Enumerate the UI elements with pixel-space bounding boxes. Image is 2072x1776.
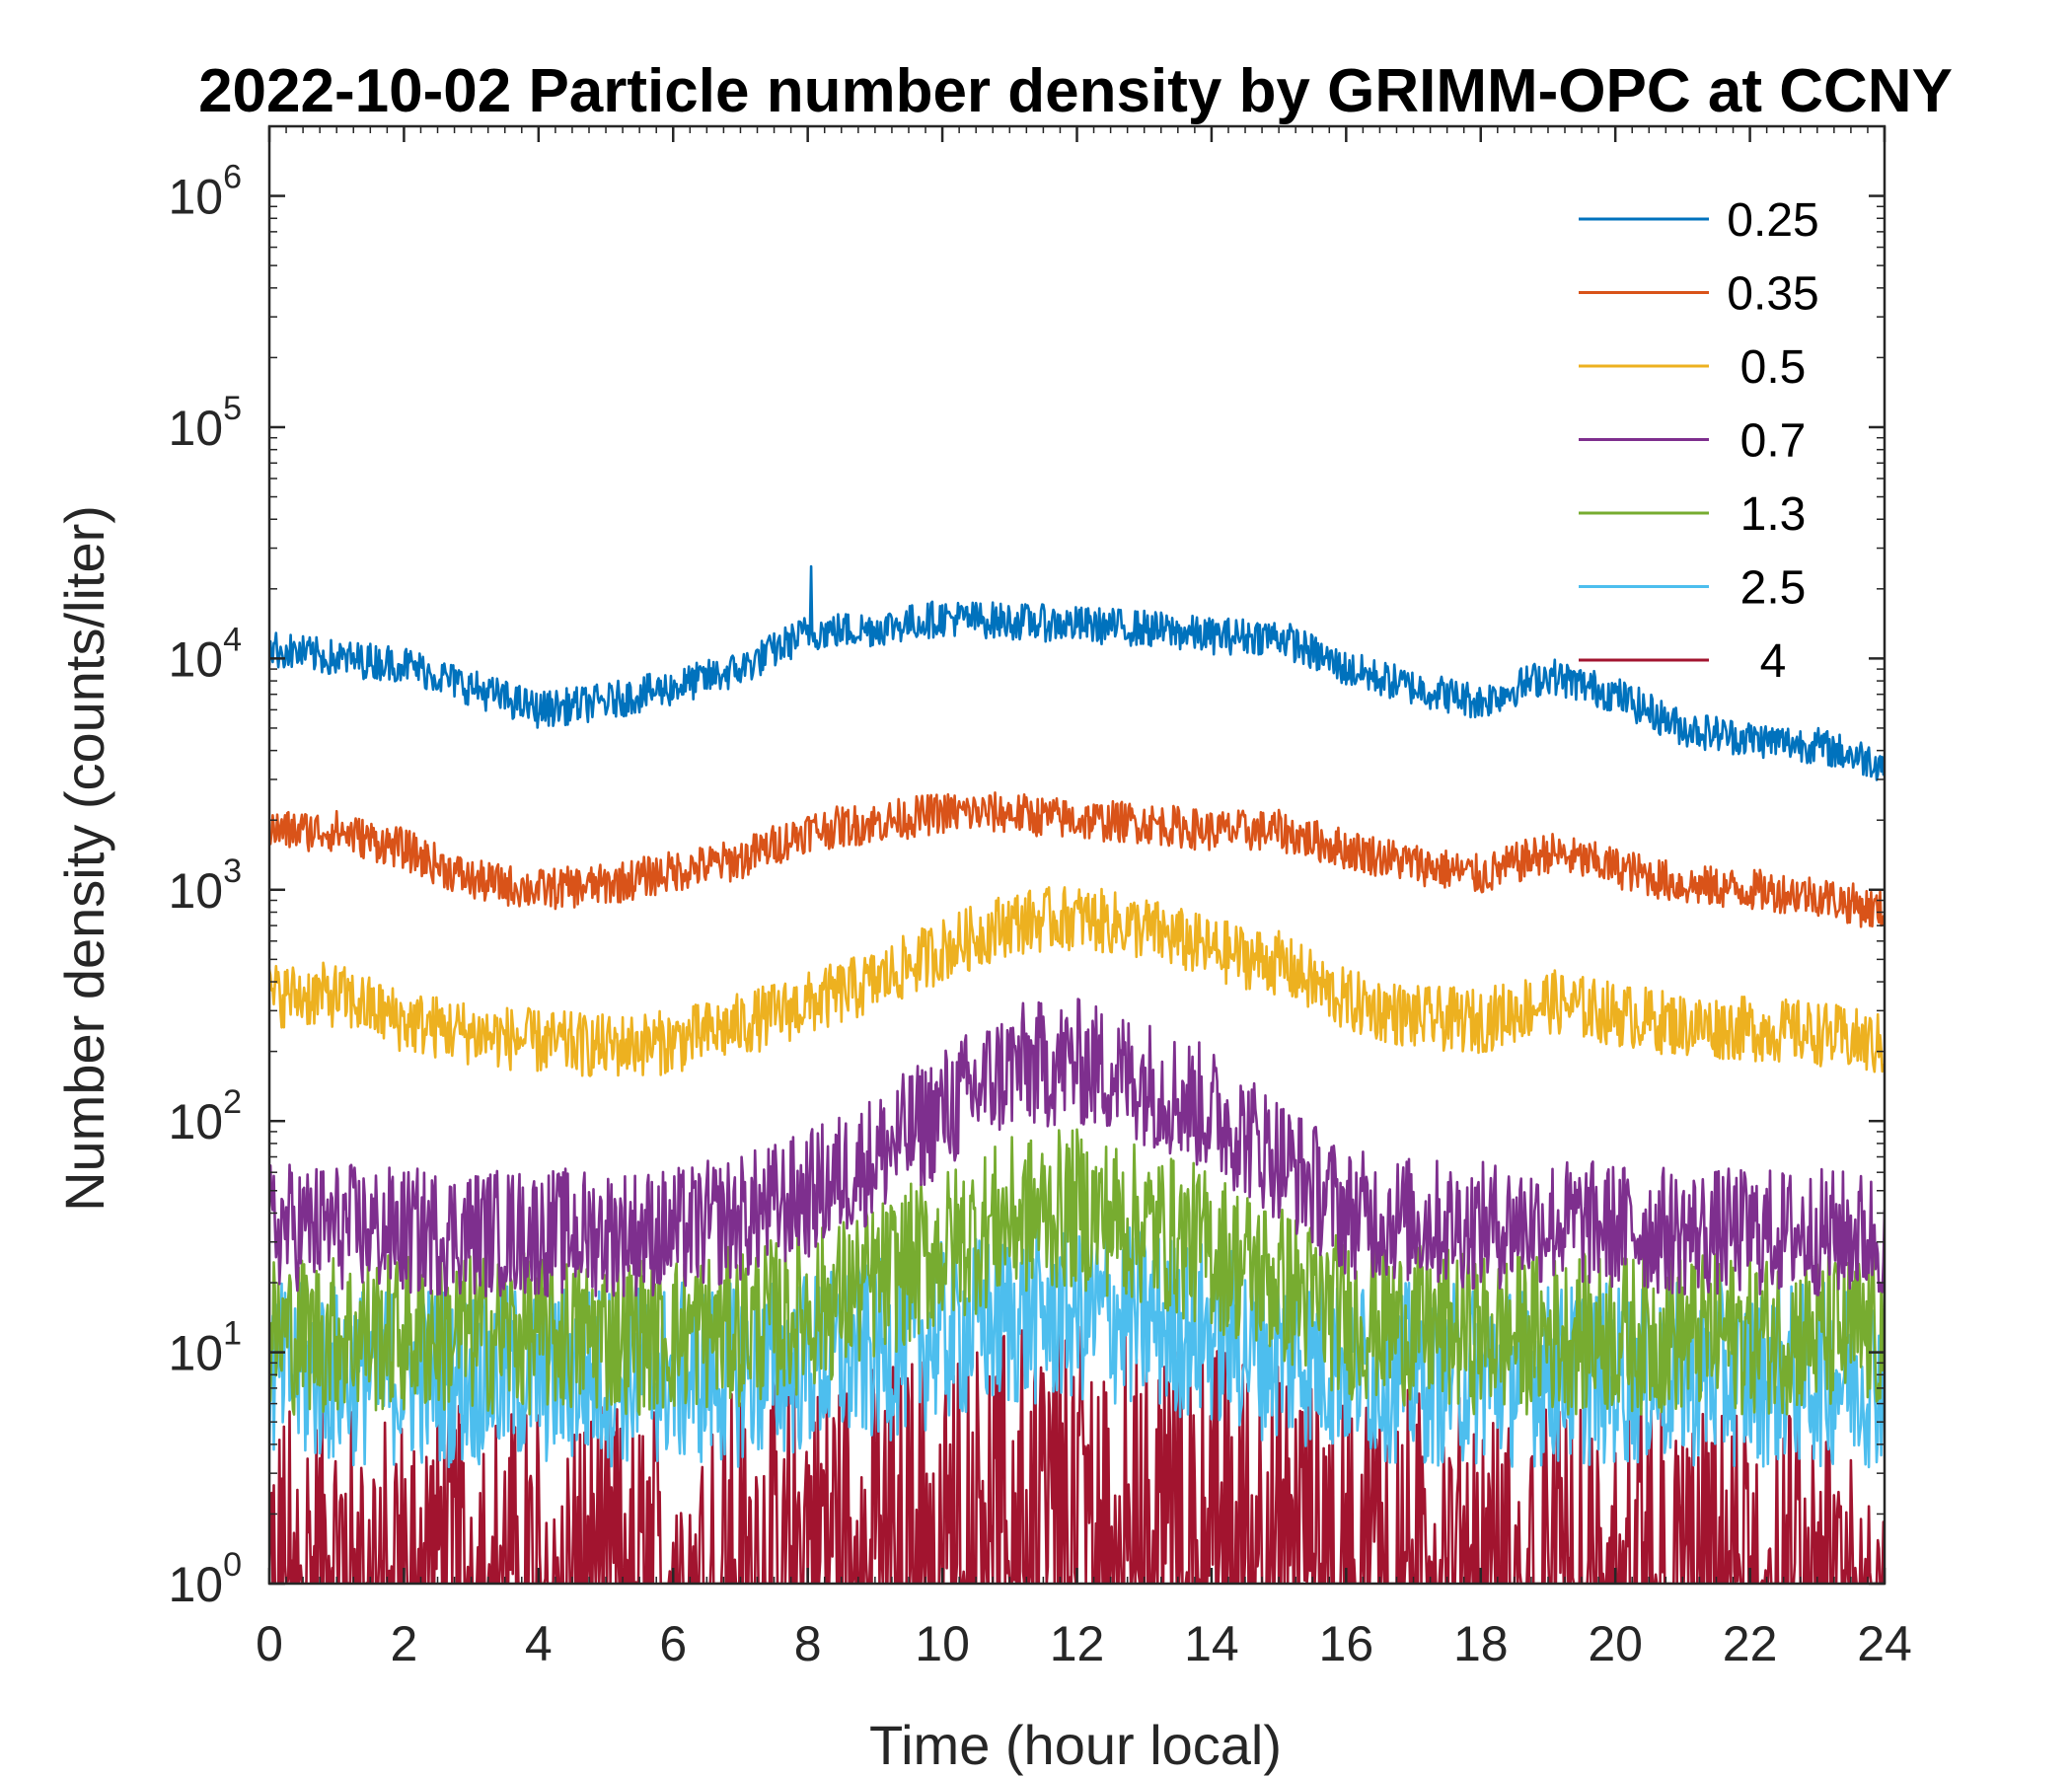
x-tick-label: 2: [391, 1616, 418, 1671]
x-tick-label: 6: [659, 1616, 687, 1671]
x-tick-label: 18: [1453, 1616, 1509, 1671]
legend-label: 0.35: [1727, 268, 1818, 321]
x-tick-label: 20: [1588, 1616, 1643, 1671]
x-tick-label: 24: [1857, 1616, 1912, 1671]
x-tick-label: 8: [794, 1616, 822, 1671]
x-tick-label: 16: [1319, 1616, 1374, 1671]
legend-label: 4: [1760, 635, 1787, 688]
chart-title: 2022-10-02 Particle number density by GR…: [198, 57, 1953, 125]
x-tick-label: 0: [256, 1616, 283, 1671]
particle-density-chart: 2022-10-02 Particle number density by GR…: [0, 0, 2072, 1776]
legend-label: 0.7: [1740, 415, 1807, 468]
x-tick-label: 4: [525, 1616, 553, 1671]
legend-label: 0.5: [1740, 341, 1807, 394]
x-tick-label: 10: [915, 1616, 970, 1671]
legend-label: 0.25: [1727, 194, 1818, 247]
y-axis-label: Number density (counts/liter): [53, 505, 115, 1212]
x-tick-label: 22: [1723, 1616, 1778, 1671]
x-tick-label: 12: [1050, 1616, 1105, 1671]
x-axis-label: Time (hour local): [869, 1714, 1282, 1776]
legend-label: 1.3: [1740, 488, 1807, 541]
legend-label: 2.5: [1740, 562, 1807, 615]
x-tick-label: 14: [1184, 1616, 1239, 1671]
